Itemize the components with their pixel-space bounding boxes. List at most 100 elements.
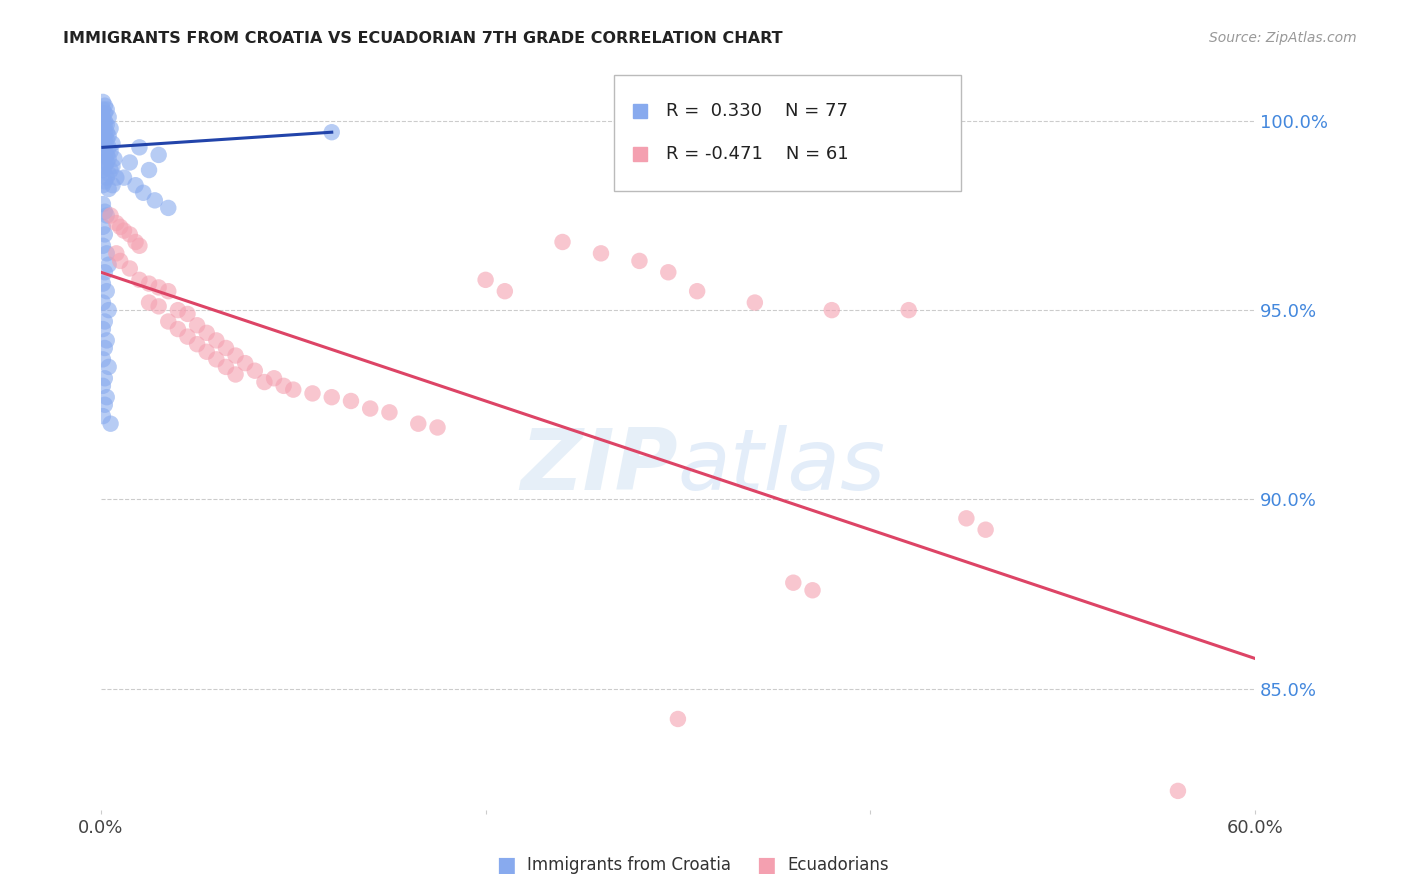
Point (128, 239, 150, 253)
Point (94, 341, 117, 355)
Point (94, 106, 117, 120)
Point (657, 265, 679, 279)
Point (94, 140, 117, 154)
Point (105, 170, 128, 185)
Point (494, 284, 516, 298)
Point (955, 511, 977, 525)
Text: R = -0.471    N = 61: R = -0.471 N = 61 (666, 145, 849, 162)
Point (666, 712, 689, 726)
Point (253, 375, 276, 389)
Text: Source: ZipAtlas.com: Source: ZipAtlas.com (1209, 31, 1357, 45)
Point (176, 307, 198, 321)
Point (91, 277, 114, 291)
Point (157, 201, 180, 215)
Point (186, 337, 208, 351)
Point (359, 401, 381, 416)
Point (551, 235, 574, 249)
Point (96, 334, 118, 348)
Point (225, 349, 247, 363)
Point (97, 152, 120, 166)
Point (686, 284, 709, 298)
Point (91, 178, 114, 193)
Point (97, 258, 120, 272)
Text: ■: ■ (496, 855, 516, 875)
Point (340, 394, 363, 409)
Point (94, 265, 117, 279)
Point (96, 284, 118, 298)
Point (101, 159, 124, 173)
Point (97, 140, 120, 154)
Point (138, 163, 160, 178)
Point (157, 284, 180, 298)
Point (301, 386, 323, 401)
Point (215, 359, 238, 374)
Point (138, 277, 160, 291)
Point (128, 140, 150, 154)
Point (195, 326, 218, 340)
Point (321, 390, 343, 404)
Point (782, 575, 804, 590)
Text: R =  0.330    N = 77: R = 0.330 N = 77 (666, 102, 848, 120)
Point (97, 110, 120, 124)
Point (128, 273, 150, 287)
Text: Ecuadorians: Ecuadorians (787, 856, 889, 874)
Point (96, 118, 118, 132)
Text: atlas: atlas (678, 425, 886, 508)
Point (94, 174, 117, 188)
Point (406, 417, 429, 431)
Point (91, 155, 114, 169)
Point (91, 136, 114, 151)
Point (108, 254, 131, 268)
Point (97, 303, 120, 318)
Point (91, 322, 114, 336)
Point (589, 246, 612, 260)
Point (118, 155, 141, 169)
Point (157, 314, 180, 328)
Point (96, 125, 118, 139)
Point (91, 197, 114, 211)
Text: IMMIGRANTS FROM CROATIA VS ECUADORIAN 7TH GRADE CORRELATION CHART: IMMIGRANTS FROM CROATIA VS ECUADORIAN 7T… (63, 31, 783, 46)
Point (148, 280, 170, 294)
Point (132, 186, 155, 200)
Point (91, 352, 114, 367)
Point (124, 178, 146, 193)
Point (101, 136, 124, 151)
Point (101, 178, 124, 193)
Point (233, 356, 256, 370)
Point (100, 121, 122, 136)
Point (205, 334, 228, 348)
Point (94, 371, 117, 385)
Point (974, 523, 997, 537)
Point (148, 299, 170, 313)
Point (96, 148, 118, 162)
Point (628, 254, 651, 268)
Point (474, 273, 496, 287)
Point (176, 329, 198, 343)
Point (321, 125, 343, 139)
Point (112, 170, 135, 185)
Point (112, 224, 135, 238)
Point (263, 371, 285, 385)
Point (91, 239, 114, 253)
Text: ■: ■ (756, 855, 776, 875)
Point (94, 113, 117, 128)
Point (94, 227, 117, 242)
Point (94, 398, 117, 412)
Point (124, 235, 146, 249)
Point (91, 121, 114, 136)
FancyBboxPatch shape (614, 75, 960, 191)
Point (96, 155, 118, 169)
Point (91, 110, 114, 124)
Point (897, 303, 920, 318)
Point (186, 318, 208, 333)
Point (105, 216, 128, 230)
Point (105, 246, 128, 260)
Point (426, 420, 449, 434)
Point (96, 103, 118, 117)
Point (91, 379, 114, 393)
Point (94, 118, 117, 132)
Point (1167, 784, 1189, 798)
Point (91, 219, 114, 234)
Point (167, 303, 190, 318)
Point (91, 128, 114, 143)
